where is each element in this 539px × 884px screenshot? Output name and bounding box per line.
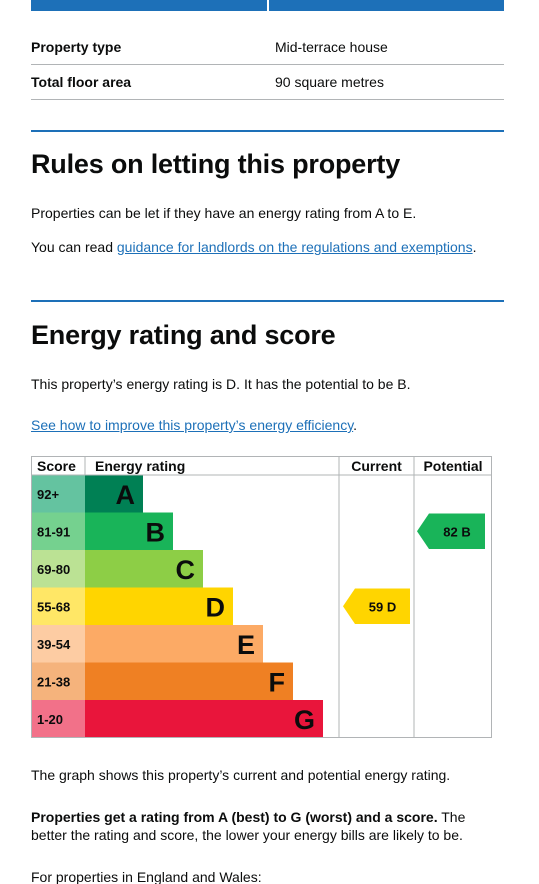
rating-letter-d: D bbox=[206, 592, 226, 622]
score-cell-f bbox=[31, 662, 85, 700]
summary-value: Mid-terrace house bbox=[275, 39, 388, 55]
rating-bar-d bbox=[85, 587, 233, 625]
energy-heading: Energy rating and score bbox=[31, 320, 336, 350]
score-label-c: 69-80 bbox=[37, 562, 70, 577]
current-rating-arrow bbox=[343, 588, 410, 624]
rating-letter-g: G bbox=[294, 705, 315, 735]
landlord-guidance-link[interactable]: guidance for landlords on the regulation… bbox=[116, 239, 473, 255]
improve-suffix: . bbox=[353, 417, 358, 433]
score-label-a: 92+ bbox=[37, 487, 59, 502]
summary-row-floor-area: Total floor area 90 square metres bbox=[31, 65, 504, 100]
guidance-suffix: . bbox=[472, 239, 477, 255]
score-cell-b bbox=[31, 512, 85, 550]
summary-key: Property type bbox=[31, 39, 122, 55]
score-cell-d bbox=[31, 587, 85, 625]
table-header-bar bbox=[31, 0, 504, 11]
score-label-f: 21-38 bbox=[37, 674, 70, 689]
rating-explanation-bold: Properties get a rating from A (best) to… bbox=[31, 809, 438, 825]
header-potential: Potential bbox=[423, 458, 482, 474]
header-current: Current bbox=[351, 458, 402, 474]
energy-rating-chart: 92+ A 81-91 B 69-80 C 55-68 D 39-54 E 21-38 F 1-20 G S… bbox=[31, 456, 492, 738]
rating-bar-b bbox=[85, 512, 173, 550]
score-cell-a bbox=[31, 475, 85, 513]
score-cell-g bbox=[31, 700, 85, 738]
score-label-d: 55-68 bbox=[37, 599, 70, 614]
improve-paragraph: See how to improve this property’s energ… bbox=[31, 416, 504, 434]
score-cell-c bbox=[31, 550, 85, 588]
rating-explanation: Properties get a rating from A (best) to… bbox=[31, 808, 504, 844]
rating-bar-f bbox=[85, 662, 293, 700]
potential-rating-label: 82 B bbox=[443, 524, 470, 539]
letting-guidance-paragraph: You can read guidance for landlords on t… bbox=[31, 238, 504, 256]
rating-bar-e bbox=[85, 625, 263, 663]
letting-heading: Rules on letting this property bbox=[31, 149, 401, 179]
rating-letter-b: B bbox=[146, 517, 166, 547]
energy-rating-chart-svg: 92+ A 81-91 B 69-80 C 55-68 D 39-54 E 21-38 F 1-20 G S… bbox=[31, 456, 492, 738]
rating-letter-a: A bbox=[116, 480, 136, 510]
rating-letter-f: F bbox=[269, 667, 286, 697]
summary-row-property-type: Property type Mid-terrace house bbox=[31, 30, 504, 65]
header-score: Score bbox=[37, 458, 76, 474]
summary-value: 90 square metres bbox=[275, 74, 384, 90]
score-cell-e bbox=[31, 625, 85, 663]
rating-letter-c: C bbox=[176, 555, 196, 585]
rating-letter-e: E bbox=[237, 630, 255, 660]
england-wales-text: For properties in England and Wales: bbox=[31, 869, 262, 884]
improve-efficiency-link[interactable]: See how to improve this property’s energ… bbox=[31, 417, 354, 433]
table-header-divider bbox=[267, 0, 269, 11]
score-label-b: 81-91 bbox=[37, 524, 70, 539]
score-label-e: 39-54 bbox=[37, 637, 71, 652]
current-rating-label: 59 D bbox=[369, 599, 396, 614]
energy-rating-paragraph: This property’s energy rating is D. It h… bbox=[31, 376, 411, 392]
rating-explanation-rest: The better the rating and score, the low… bbox=[31, 809, 466, 843]
score-label-g: 1-20 bbox=[37, 712, 63, 727]
guidance-prefix: You can read bbox=[31, 239, 117, 255]
section-divider bbox=[31, 300, 504, 302]
property-summary: Property type Mid-terrace house Total fl… bbox=[31, 30, 504, 100]
potential-rating-arrow bbox=[417, 513, 485, 549]
rating-bar-a bbox=[85, 475, 143, 513]
graph-note: The graph shows this property’s current … bbox=[31, 767, 451, 783]
section-divider bbox=[31, 130, 504, 132]
rating-bar-c bbox=[85, 550, 203, 588]
header-energy-rating: Energy rating bbox=[95, 458, 185, 474]
summary-key: Total floor area bbox=[31, 74, 132, 90]
rating-bar-g bbox=[85, 700, 323, 738]
letting-paragraph: Properties can be let if they have an en… bbox=[31, 205, 417, 221]
